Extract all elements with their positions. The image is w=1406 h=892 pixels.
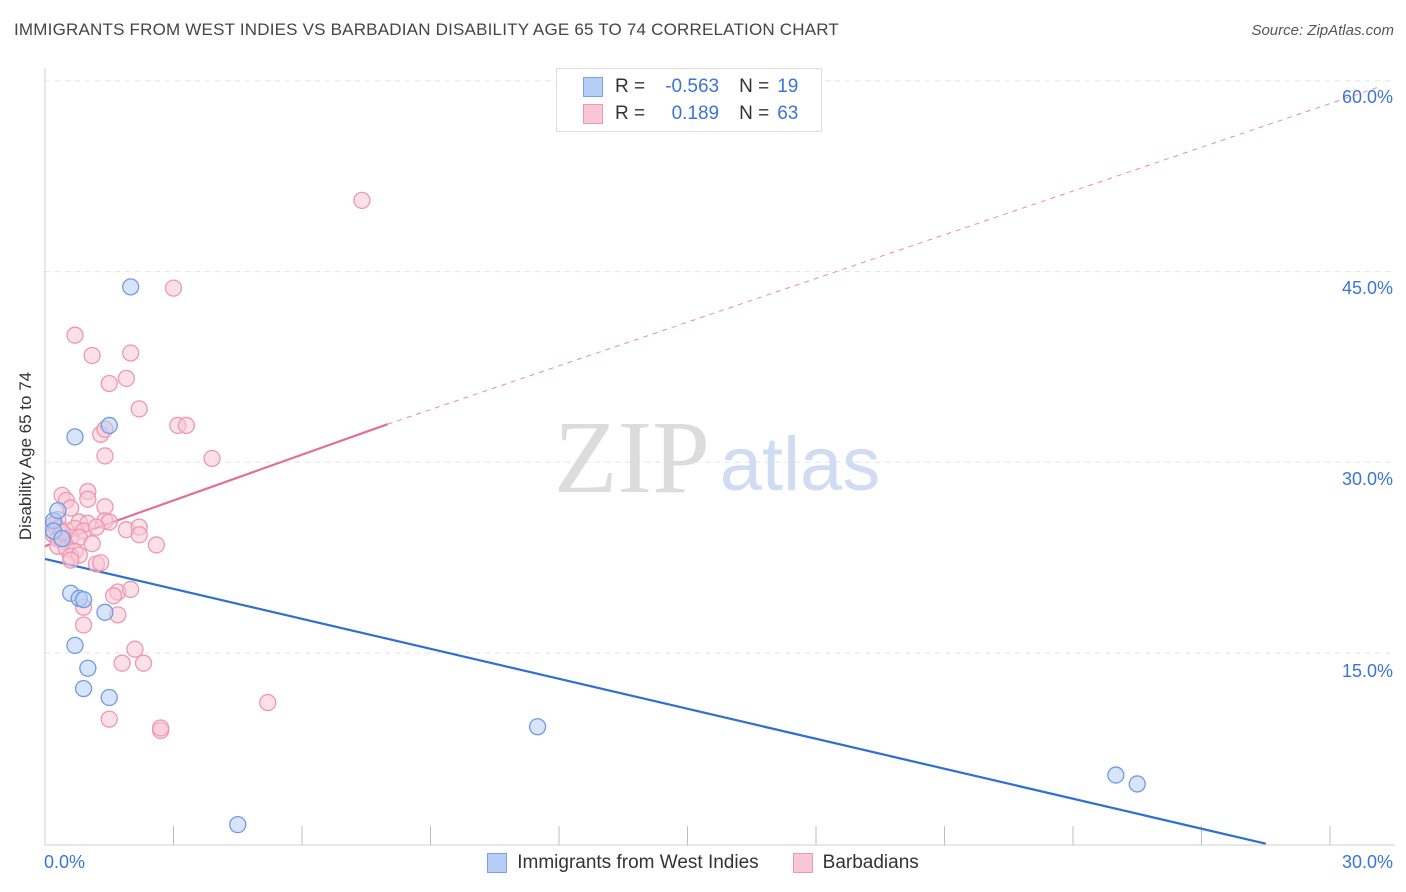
series-name-barbadians: Barbadians (822, 852, 919, 873)
point-pink-55 (113, 654, 131, 672)
watermark-zip: ZIP (554, 400, 710, 515)
point-blue-6 (74, 590, 93, 609)
point-blue-3 (53, 529, 71, 548)
point-pink-12 (96, 447, 114, 465)
correlation-legend: R = -0.563 N = 19 R = 0.189 N = 63 (556, 68, 822, 132)
point-pink-54 (126, 640, 144, 658)
legend-r-label: R = (615, 76, 646, 97)
point-blue-10 (96, 603, 114, 621)
legend-n-label: N = (739, 76, 770, 97)
point-blue-15 (229, 815, 247, 834)
point-pink-7 (130, 400, 148, 418)
point-blue-12 (122, 278, 140, 296)
point-blue-18 (1128, 775, 1146, 793)
x-tick-label-30: 30.0% (1341, 852, 1393, 872)
point-blue-9 (74, 679, 93, 698)
series-legend-item-barbadians: Barbadians (792, 852, 919, 874)
point-pink-38 (130, 526, 148, 544)
point-pink-30 (87, 518, 106, 536)
series-swatch-blue (487, 853, 508, 873)
point-pink-60 (151, 719, 170, 737)
legend-n-label: N = (739, 103, 770, 124)
x-tick-label-0: 0.0% (44, 852, 86, 872)
legend-n-value: 19 (777, 76, 799, 97)
point-pink-5 (117, 369, 136, 388)
y-tick-label-30: 30.0% (1341, 469, 1393, 489)
y-tick-label-45: 45.0% (1341, 278, 1393, 298)
legend-swatch-pink (583, 104, 603, 124)
legend-r-label: R = (615, 103, 646, 124)
grid-layer (45, 80, 1395, 654)
point-pink-0 (353, 191, 371, 210)
y-axis-label: Disability Age 65 to 74 (16, 371, 35, 541)
source-credit: Source: ZipAtlas.com (1251, 22, 1394, 39)
point-pink-47 (92, 554, 110, 572)
legend-r-value: -0.563 (665, 76, 720, 97)
y-tick-label-15: 15.0% (1341, 661, 1393, 681)
point-pink-44 (147, 536, 166, 554)
series-legend: Immigrants from West Indies Barbadians (0, 852, 1406, 874)
point-blue-11 (100, 688, 118, 707)
point-blue-8 (79, 659, 97, 677)
point-pink-17 (79, 490, 97, 508)
point-pink-1 (164, 279, 183, 297)
watermark-atlas: atlas (720, 422, 881, 507)
legend-row-west-indies: R = -0.563 N = 19 (583, 74, 798, 100)
point-pink-10 (177, 416, 196, 435)
point-pink-57 (259, 693, 277, 712)
point-pink-13 (203, 449, 221, 468)
legend-swatch-blue (583, 77, 603, 97)
point-pink-49 (104, 587, 123, 605)
series-name-west-indies: Immigrants from West Indies (517, 852, 759, 873)
point-layer (44, 191, 1146, 834)
point-blue-13 (100, 416, 118, 435)
point-pink-6 (100, 374, 118, 393)
point-blue-7 (66, 636, 84, 655)
point-pink-3 (83, 346, 101, 365)
series-legend-item-west-indies: Immigrants from West Indies (487, 852, 759, 874)
legend-r-value: 0.189 (671, 103, 720, 124)
point-pink-45 (62, 551, 80, 569)
point-pink-2 (66, 326, 84, 344)
point-pink-58 (100, 710, 118, 728)
point-blue-16 (528, 718, 547, 736)
legend-n-value: 63 (777, 103, 799, 124)
trend-line-blue (44, 557, 1266, 845)
point-blue-1 (49, 501, 67, 520)
point-blue-17 (1107, 766, 1125, 784)
trend-extension-pink (387, 86, 1379, 425)
series-swatch-pink (792, 853, 813, 873)
point-pink-50 (122, 580, 140, 599)
y-tick-label-60: 60.0% (1341, 87, 1393, 107)
chart-title: IMMIGRANTS FROM WEST INDIES VS BARBADIAN… (14, 20, 840, 39)
legend-row-barbadians: R = 0.189 N = 63 (583, 101, 798, 127)
point-pink-62 (83, 535, 101, 553)
point-pink-53 (74, 616, 93, 634)
point-pink-56 (134, 654, 153, 672)
trend-layer (44, 86, 1379, 845)
point-blue-14 (66, 428, 84, 446)
point-pink-4 (122, 344, 140, 362)
